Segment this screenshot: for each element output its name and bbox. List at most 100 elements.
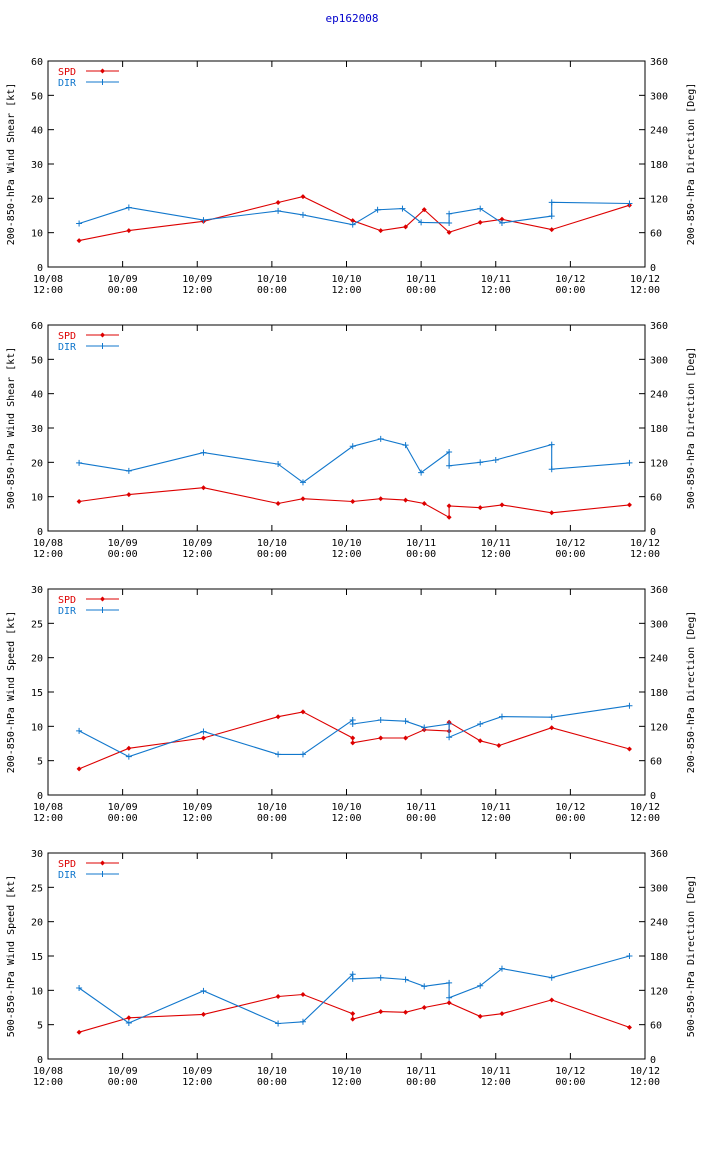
series-line-dir — [78, 201, 630, 226]
dir-point — [421, 983, 428, 990]
x-tick-label-time: 12:00 — [331, 813, 361, 824]
dir-point — [418, 469, 425, 476]
y-tick-label: 25 — [31, 883, 43, 894]
legend-label-dir: DIR — [58, 78, 77, 89]
y-tick-label: 30 — [31, 424, 43, 435]
dir-point — [76, 459, 83, 466]
x-tick-label-date: 10/11 — [406, 538, 436, 549]
legend-marker-spd — [100, 596, 105, 602]
x-tick-label-time: 00:00 — [555, 285, 585, 296]
y-tick-label: 5 — [37, 1021, 43, 1032]
x-tick-label-time: 00:00 — [257, 549, 287, 560]
y-tick-label: 50 — [31, 355, 43, 366]
y2-tick-label: 300 — [650, 355, 668, 366]
y2-tick-label: 360 — [650, 321, 668, 332]
spd-point — [76, 1029, 82, 1035]
x-tick-label-time: 12:00 — [481, 549, 511, 560]
y-tick-label: 20 — [31, 654, 43, 665]
dir-point — [399, 205, 406, 212]
chart-panel-2: 010203040506006012018024030036010/0812:0… — [6, 321, 697, 560]
x-tick-label-date: 10/09 — [182, 538, 212, 549]
x-tick-label-time: 12:00 — [182, 285, 212, 296]
spd-point — [446, 229, 452, 235]
series-line-dir — [79, 438, 630, 484]
y2-tick-label: 360 — [650, 849, 668, 860]
y2-tick-label: 120 — [650, 722, 668, 733]
spd-point — [549, 227, 555, 233]
x-tick-label-date: 10/12 — [630, 274, 660, 285]
dir-point — [76, 220, 83, 227]
legend-label-spd: SPD — [58, 859, 76, 870]
x-tick-label-date: 10/10 — [257, 1066, 287, 1077]
dir-point — [349, 975, 356, 982]
spd-point — [275, 994, 281, 1000]
x-tick-label-time: 00:00 — [108, 1077, 138, 1088]
x-tick-label-date: 10/12 — [555, 1066, 585, 1077]
dir-point — [626, 459, 633, 466]
spd-point — [403, 735, 409, 741]
x-tick-label-date: 10/09 — [182, 274, 212, 285]
dir-point — [498, 965, 505, 972]
dir-point — [299, 479, 306, 486]
dir-point — [548, 441, 555, 448]
y-tick-label: 0 — [37, 263, 43, 274]
y-axis-title: 500-850-hPa Wind Shear [kt] — [6, 347, 17, 510]
x-tick-label-time: 12:00 — [630, 549, 660, 560]
x-tick-label-time: 12:00 — [33, 549, 63, 560]
y-tick-label: 20 — [31, 458, 43, 469]
y2-tick-label: 60 — [650, 229, 662, 240]
y2-tick-label: 360 — [650, 585, 668, 596]
x-tick-label-time: 12:00 — [630, 1077, 660, 1088]
y2-tick-label: 120 — [650, 194, 668, 205]
y-tick-label: 50 — [31, 91, 43, 102]
spd-point — [300, 194, 306, 200]
dir-point — [200, 987, 207, 994]
x-tick-label-time: 00:00 — [257, 1077, 287, 1088]
spd-point — [403, 497, 409, 503]
spd-point — [446, 1000, 452, 1006]
x-tick-label-date: 10/12 — [555, 802, 585, 813]
spd-point — [499, 502, 505, 508]
spd-point — [350, 1016, 356, 1022]
x-tick-label-date: 10/11 — [481, 1066, 511, 1077]
dir-point — [446, 219, 453, 226]
dir-point — [548, 213, 555, 220]
dir-point — [275, 1020, 282, 1027]
y-tick-label: 30 — [31, 849, 43, 860]
spd-point — [126, 492, 132, 498]
chart-panel-1: 010203040506006012018024030036010/0812:0… — [6, 57, 697, 296]
x-tick-label-date: 10/09 — [182, 1066, 212, 1077]
y-axis-title: 500-850-hPa Wind Speed [kt] — [6, 875, 17, 1038]
x-tick-label-date: 10/08 — [33, 538, 63, 549]
dir-point — [299, 1018, 306, 1025]
x-tick-label-time: 12:00 — [33, 285, 63, 296]
y2-tick-label: 180 — [650, 952, 668, 963]
x-tick-label-date: 10/10 — [331, 1066, 361, 1077]
spd-point — [200, 485, 206, 491]
spd-point — [126, 228, 132, 234]
x-tick-label-time: 12:00 — [630, 813, 660, 824]
dir-point — [477, 721, 484, 728]
spd-point — [477, 738, 483, 744]
y2-tick-label: 0 — [650, 263, 656, 274]
x-tick-label-time: 12:00 — [331, 549, 361, 560]
x-tick-label-date: 10/08 — [33, 1066, 63, 1077]
spd-point — [477, 1013, 483, 1019]
x-tick-label-time: 12:00 — [481, 813, 511, 824]
legend-label-spd: SPD — [58, 67, 76, 78]
legend-label-spd: SPD — [58, 331, 76, 342]
x-tick-label-time: 12:00 — [33, 1077, 63, 1088]
series-line-spd — [78, 196, 630, 242]
x-tick-label-date: 10/08 — [33, 274, 63, 285]
y-tick-label: 5 — [37, 757, 43, 768]
spd-point — [477, 505, 483, 511]
dir-point — [349, 443, 356, 450]
y-tick-label: 25 — [31, 619, 43, 630]
x-tick-label-time: 12:00 — [33, 813, 63, 824]
dir-point — [626, 953, 633, 959]
x-tick-label-date: 10/10 — [331, 802, 361, 813]
spd-point — [549, 510, 555, 516]
x-tick-label-date: 10/11 — [481, 274, 511, 285]
legend-marker-dir — [99, 79, 106, 85]
dir-point — [548, 199, 555, 206]
